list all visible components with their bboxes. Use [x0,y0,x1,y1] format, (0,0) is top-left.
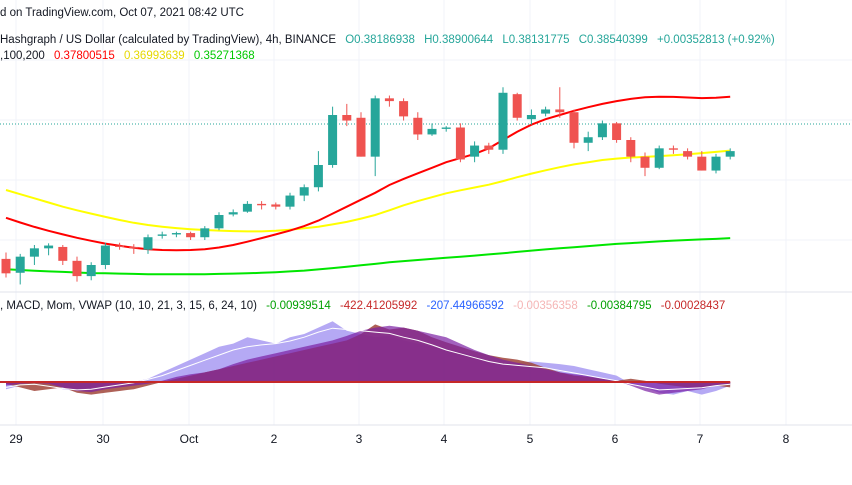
moving-averages [5,95,731,276]
candle-up [526,115,536,120]
candle-down [271,204,281,207]
x-tick-label: 8 [782,432,790,446]
candle-down [1,258,11,274]
candle-down [257,203,267,206]
candle-down [484,145,494,150]
candle-down [399,101,409,117]
ma-slow-line [5,237,731,276]
published-note: d on TradingView.com, Oct 07, 2021 08:42… [0,7,250,19]
ma-legend-label[interactable]: ,100,200 [0,50,45,62]
x-tick-label: 3 [355,432,363,446]
candle-up [29,248,39,257]
ma-value-fast: 0.37800515 [53,50,115,62]
candle-down [342,115,352,121]
candle-down [186,233,196,238]
candle-up [171,233,181,235]
x-tick-label: 5 [526,432,534,446]
x-tick-label: 2 [270,432,278,446]
indicator-line-white [5,327,731,391]
indicator-legend-label[interactable]: , MACD, Mom, VWAP (10, 10, 21, 3, 15, 6,… [0,300,257,312]
candle-up [44,245,54,249]
symbol-header: Hashgraph / US Dollar (calculated by Tra… [0,34,781,46]
candle-up [242,203,252,212]
candle-up [583,137,593,143]
indicator-pane [0,321,731,395]
candle-up [654,148,664,168]
candle-up [299,187,309,196]
ohlc-low: L0.38131775 [502,34,570,46]
candle-down [384,98,394,102]
candle-down [569,112,579,143]
candle-up [285,195,295,207]
candle-up [228,212,238,215]
candle-down [697,156,707,171]
candle-up [143,237,153,250]
indicator-value-1: -0.00939514 [266,300,331,312]
ma-legend: ,100,200 0.37800515 0.36993639 0.3527136… [0,50,261,62]
indicator-area-purple [6,325,731,395]
candle-down [356,117,366,157]
candle-up [498,92,508,150]
x-tick-label: Oct [179,432,199,446]
indicator-value-2: -422.41205992 [339,300,418,312]
candle-up [86,265,96,277]
candle-up [313,165,323,188]
ma-value-mid: 0.36993639 [123,50,185,62]
ohlc-high: H0.38900644 [424,34,494,46]
candle-up [725,151,735,157]
x-tick-label: 7 [696,432,704,446]
candle-up [470,145,480,157]
ohlc-change: +0.00352813 (+0.92%) [657,34,775,46]
candle-up [441,127,451,129]
candlesticks [1,87,735,285]
candle-down [512,94,522,118]
ma-mid-line [5,149,731,233]
candle-down [72,260,82,277]
candle-down [115,245,125,247]
candle-up [711,156,721,171]
symbol-title[interactable]: Hashgraph / US Dollar (calculated by Tra… [0,34,336,46]
candle-up [15,256,25,273]
indicator-value-4: -0.00356358 [513,300,578,312]
candle-down [668,148,678,150]
x-tick-label: 30 [96,432,110,446]
candle-up [597,123,607,138]
candle-up [100,245,110,265]
x-tick-label: 29 [9,432,23,446]
candle-down [683,151,693,157]
candle-up [157,234,167,236]
candle-down [129,246,139,249]
indicator-value-6: -0.00028437 [660,300,726,312]
ma-fast-line [5,95,731,252]
ohlc-open: O0.38186938 [345,34,415,46]
candle-up [214,215,224,229]
candle-down [626,140,636,157]
candle-down [612,123,622,140]
published-text: d on TradingView.com, Oct 07, 2021 08:42… [0,7,244,19]
indicator-value-3: -207.44966592 [426,300,504,312]
indicator-value-5: -0.00384795 [586,300,652,312]
candle-down [640,156,650,168]
candle-up [427,128,437,135]
candle-up [370,98,380,157]
candle-down [555,109,565,113]
ma-value-slow: 0.35271368 [193,50,255,62]
candle-down [413,117,423,135]
candle-down [58,246,68,261]
ohlc-close: C0.38540399 [578,34,648,46]
candle-up [328,115,338,165]
candle-up [541,109,551,114]
indicator-legend: , MACD, Mom, VWAP (10, 10, 21, 3, 15, 6,… [0,300,731,312]
candle-up [200,228,210,238]
x-tick-label: 4 [440,432,448,446]
candle-down [455,127,465,160]
x-tick-label: 6 [611,432,619,446]
